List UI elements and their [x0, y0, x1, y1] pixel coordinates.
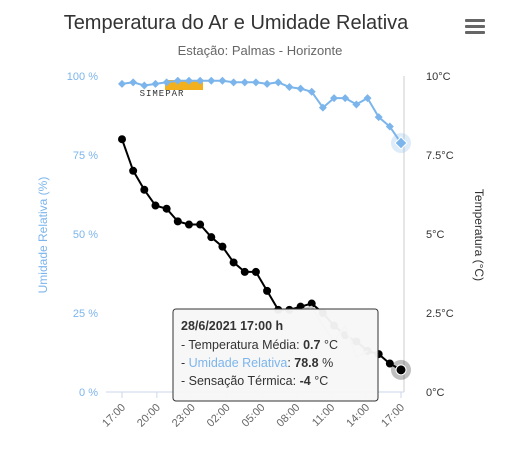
data-point	[140, 81, 149, 90]
data-point	[173, 76, 182, 85]
data-point	[363, 94, 372, 103]
data-point	[307, 87, 316, 96]
x-tick-label: 23:00	[170, 402, 198, 430]
chart-subtitle: Estação: Palmas - Horizonte	[178, 43, 343, 58]
right-axis-ticks: 10°C 7.5°C 5°C 2.5°C 0°C	[426, 71, 454, 399]
data-point	[129, 78, 138, 87]
x-tick-label: 08:00	[275, 402, 303, 430]
hamburger-menu-icon[interactable]	[462, 14, 488, 38]
data-point	[374, 113, 383, 122]
data-point	[184, 220, 193, 229]
tooltip-box	[172, 308, 379, 402]
x-tick-label: 14:00	[344, 402, 372, 430]
data-point	[341, 94, 350, 103]
data-point	[318, 103, 327, 112]
left-tick-label: 75 %	[73, 150, 98, 162]
tooltip: 28/6/2021 17:00 h - Temperatura Média: 0…	[172, 308, 379, 402]
x-tick-label: 17:00	[100, 402, 128, 430]
data-point	[129, 166, 138, 175]
data-point	[394, 136, 408, 150]
data-point	[251, 267, 260, 276]
data-point	[118, 79, 126, 88]
data-point	[162, 204, 171, 213]
data-point	[151, 79, 160, 88]
left-tick-label: 50 %	[73, 229, 98, 241]
chart-title: Temperatura do Ar e Umidade Relativa	[64, 12, 409, 34]
left-tick-label: 0 %	[79, 387, 98, 399]
tooltip-row: - Umidade Relativa: 78.8 %	[181, 356, 333, 370]
x-tick-label: 02:00	[205, 402, 233, 430]
data-point	[296, 84, 305, 93]
series-0	[118, 76, 408, 150]
data-point	[330, 94, 339, 103]
data-point	[173, 217, 182, 226]
simepar-logo: SIMEPAR	[140, 80, 203, 99]
right-tick-label: 2.5°C	[426, 308, 454, 320]
data-point	[395, 364, 407, 376]
data-point	[274, 78, 283, 87]
right-axis-title: Temperatura (°C)	[472, 189, 486, 281]
data-point	[218, 76, 227, 85]
data-point	[240, 267, 249, 276]
data-point	[184, 76, 193, 85]
data-point	[240, 78, 249, 87]
data-point	[218, 242, 227, 251]
data-point	[229, 78, 238, 87]
right-tick-label: 0°C	[426, 387, 445, 399]
data-point	[385, 122, 394, 131]
tooltip-row: - Temperatura Média: 0.7 °C	[181, 338, 338, 352]
data-point	[151, 201, 160, 210]
data-point	[229, 258, 238, 267]
tooltip-row: - Sensação Térmica: -4 °C	[181, 374, 328, 388]
left-axis-title: Umidade Relativa (%)	[36, 177, 50, 294]
data-point	[196, 220, 205, 229]
data-point	[307, 299, 316, 308]
right-tick-label: 7.5°C	[426, 150, 454, 162]
x-tick-label: 05:00	[240, 402, 268, 430]
data-point	[385, 359, 394, 368]
x-tick-label: 20:00	[135, 402, 163, 430]
left-axis-ticks: 100 % 75 % 50 % 25 % 0 %	[67, 71, 98, 399]
data-point	[263, 286, 272, 295]
data-point	[352, 100, 361, 109]
data-point	[251, 78, 260, 87]
x-tick-label: 11:00	[310, 402, 337, 429]
svg-text:SIMEPAR: SIMEPAR	[140, 89, 185, 99]
data-point	[207, 233, 216, 242]
x-tick-label: 17:00	[379, 402, 407, 430]
data-point	[196, 76, 205, 85]
tooltip-header: 28/6/2021 17:00 h	[181, 319, 283, 333]
left-tick-label: 100 %	[67, 71, 98, 83]
data-point	[263, 79, 272, 88]
data-point	[118, 135, 126, 144]
left-tick-label: 25 %	[73, 308, 98, 320]
data-point	[207, 76, 216, 85]
data-point	[162, 78, 171, 87]
data-point	[285, 83, 294, 92]
right-tick-label: 10°C	[426, 71, 451, 83]
data-point	[140, 185, 149, 194]
right-tick-label: 5°C	[426, 229, 445, 241]
